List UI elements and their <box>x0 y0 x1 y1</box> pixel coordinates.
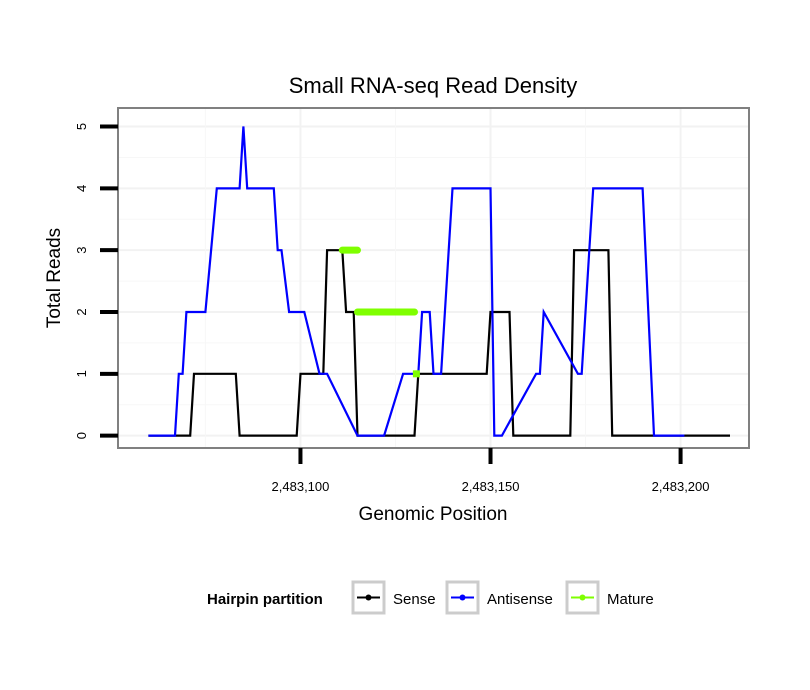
y-tick-label: 1 <box>74 370 89 377</box>
legend-item-sense: Sense <box>351 580 436 615</box>
legend-entries: Sense Antisense Mature <box>351 580 654 615</box>
series-layer <box>148 126 730 437</box>
x-tick-label: 2,483,150 <box>462 479 520 494</box>
x-tick-label: 2,483,100 <box>272 479 330 494</box>
legend-label: Antisense <box>487 591 553 608</box>
legend-title: Hairpin partition <box>207 591 323 608</box>
y-tick-label: 2 <box>74 308 89 315</box>
legend-key-dot <box>579 594 586 601</box>
legend-key-dot <box>459 594 466 601</box>
legend-label: Sense <box>393 591 436 608</box>
series-point-mature <box>412 370 420 378</box>
legend-label: Mature <box>607 591 654 608</box>
x-tick-label: 2,483,200 <box>652 479 710 494</box>
legend: Hairpin partition Sense Antisense Mature <box>207 580 654 615</box>
chart-title: Small RNA-seq Read Density <box>289 73 578 98</box>
y-tick-label: 5 <box>74 123 89 130</box>
y-axis-title: Total Reads <box>44 228 65 328</box>
legend-item-antisense: Antisense <box>445 580 553 615</box>
legend-key-dot <box>365 594 372 601</box>
legend-item-mature: Mature <box>565 580 654 615</box>
y-tick-label: 3 <box>74 247 89 254</box>
axis-ticks: 2,483,100 2,483,150 2,483,200 0 1 2 3 4 5 <box>74 123 710 494</box>
y-tick-label: 4 <box>74 185 89 192</box>
series-line-sense <box>148 249 730 437</box>
plot-panel <box>117 107 750 449</box>
y-tick-label: 0 <box>74 432 89 439</box>
x-axis-title: Genomic Position <box>359 504 508 525</box>
series-line-antisense <box>148 126 685 437</box>
